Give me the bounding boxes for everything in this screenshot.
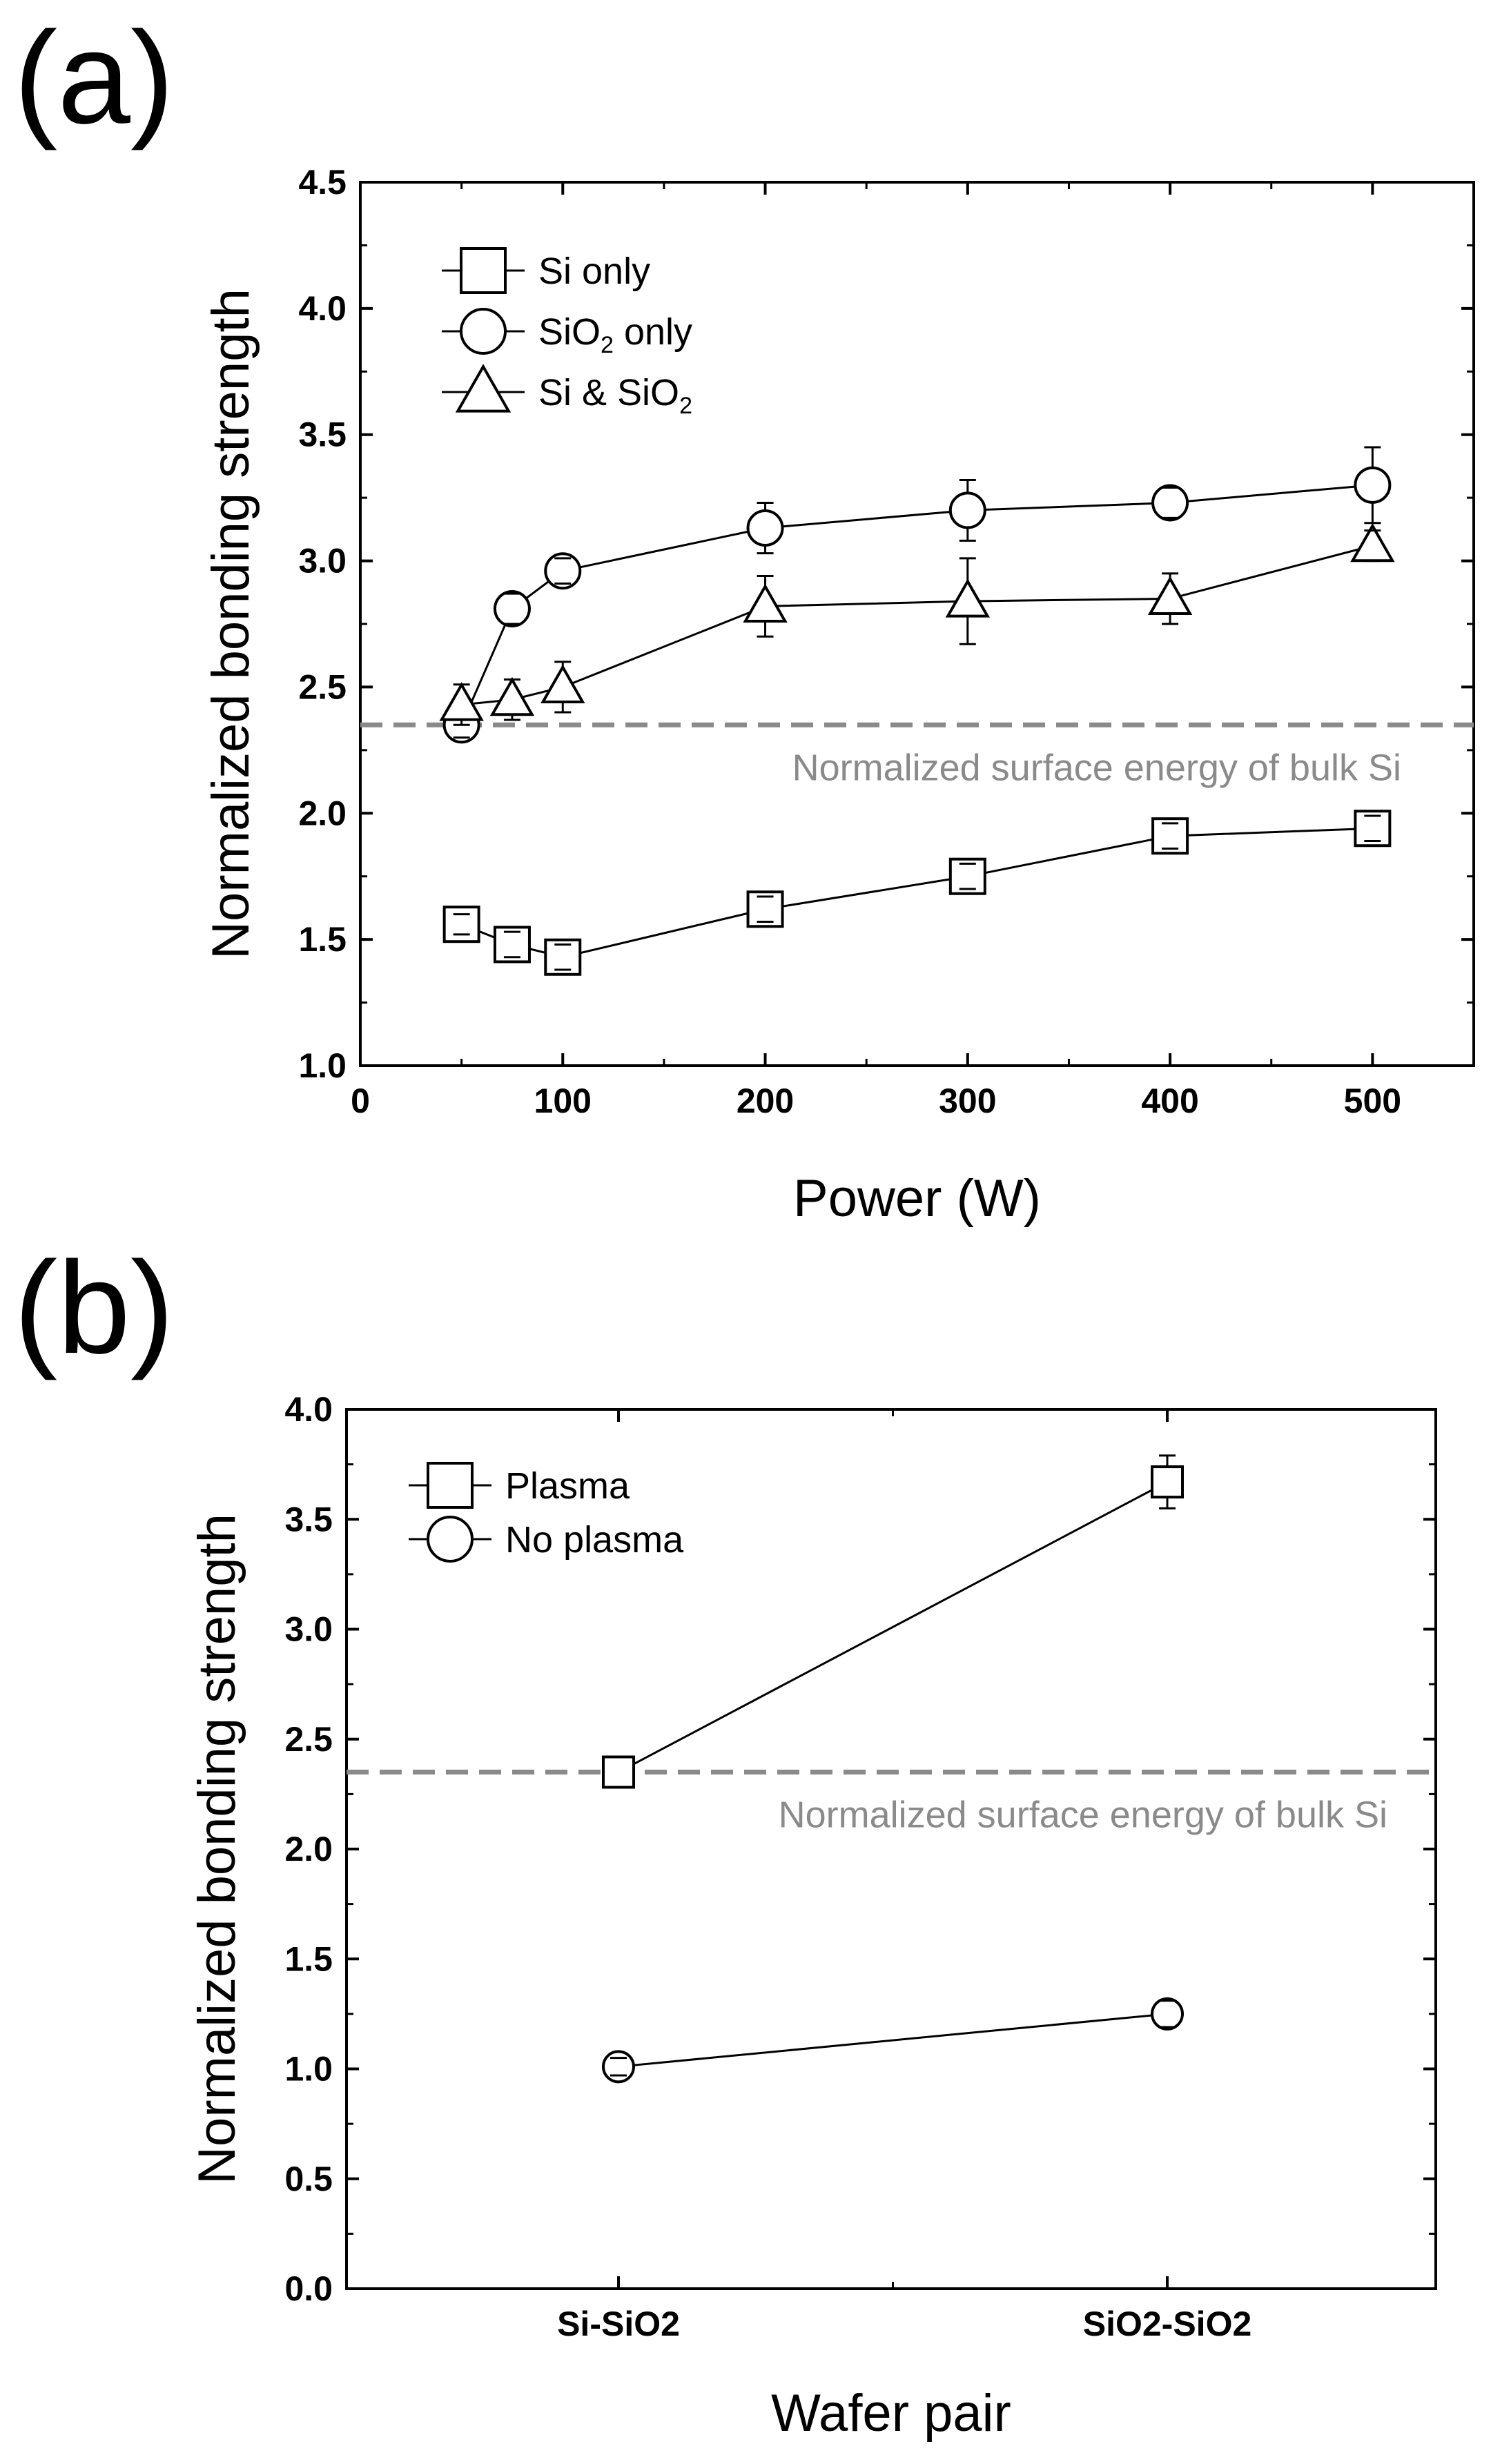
data-point bbox=[544, 552, 582, 590]
series-line bbox=[618, 1480, 1168, 1773]
x-axis-title: Wafer pair bbox=[771, 2384, 1011, 2443]
series-line bbox=[461, 545, 1373, 706]
legend-label-sub: 2 bbox=[601, 332, 614, 358]
panel-b: (b) 0.0 0.5 1.0 1.5 2.0 2.5 3.0 3.5 4.0 Si-SiO2 SiO… bbox=[14, 1235, 1437, 2443]
y-tick-label: 2.0 bbox=[298, 794, 347, 832]
y-axis-title: Normalized bonding strength bbox=[188, 1514, 246, 2184]
data-point bbox=[948, 857, 986, 895]
legend-label-main: Plasma bbox=[505, 1465, 630, 1507]
legend-label-main: Si only bbox=[538, 251, 650, 292]
x-tick-label: 0 bbox=[351, 1082, 370, 1120]
y-tick-label: 2.5 bbox=[284, 1720, 333, 1759]
y-tick-label: 0.5 bbox=[284, 2160, 333, 2198]
panel-label: (b) bbox=[14, 1235, 174, 1381]
x-tick-label: 500 bbox=[1344, 1082, 1401, 1120]
series-line bbox=[461, 827, 1373, 959]
legend-label: Plasma bbox=[505, 1465, 630, 1507]
legend-marker bbox=[455, 364, 511, 413]
legend-item: Plasma bbox=[409, 1462, 630, 1509]
y-tick-label: 4.0 bbox=[284, 1390, 333, 1429]
legend-label: SiO2 only bbox=[538, 311, 692, 358]
data-point bbox=[1354, 466, 1392, 504]
y-tick-label: 3.0 bbox=[284, 1610, 333, 1649]
data-point bbox=[1151, 1997, 1184, 2031]
legend-label-main: SiO bbox=[538, 311, 601, 353]
x-tick-label: SiO2-SiO2 bbox=[1083, 2305, 1252, 2343]
y-tick-label: 0.0 bbox=[284, 2269, 333, 2308]
data-point bbox=[1354, 810, 1392, 848]
x-tick-label: Si-SiO2 bbox=[557, 2305, 680, 2343]
data-point bbox=[540, 664, 585, 703]
legend-item: Si & SiO2 bbox=[442, 364, 692, 419]
data-point bbox=[602, 2050, 635, 2084]
data-point bbox=[439, 682, 484, 721]
x-tick-label: 200 bbox=[737, 1082, 794, 1120]
y-tick-label: 3.5 bbox=[298, 415, 347, 454]
data-point bbox=[544, 938, 582, 976]
data-point bbox=[746, 890, 784, 928]
reference-line-label: Normalized surface energy of bulk Si bbox=[792, 747, 1401, 788]
series-triangle bbox=[439, 522, 1395, 726]
legend-item: No plasma bbox=[409, 1516, 684, 1563]
data-point bbox=[743, 583, 788, 623]
series-circle bbox=[602, 1997, 1184, 2084]
series-square bbox=[442, 810, 1392, 976]
data-point bbox=[1151, 1465, 1184, 1499]
data-point bbox=[948, 491, 986, 529]
y-tick-label: 3.0 bbox=[298, 542, 347, 580]
legend-label: Si only bbox=[538, 251, 650, 292]
series-line bbox=[618, 2013, 1168, 2068]
series-square bbox=[602, 1454, 1184, 1789]
x-axis-title: Power (W) bbox=[793, 1169, 1041, 1228]
y-tick-label: 1.0 bbox=[284, 2050, 333, 2089]
panel-label: (a) bbox=[14, 5, 174, 151]
legend-label-main: No plasma bbox=[505, 1519, 684, 1561]
data-point bbox=[493, 926, 531, 964]
legend-label-sub: 2 bbox=[679, 393, 692, 419]
series-line bbox=[460, 484, 1373, 725]
data-point bbox=[442, 906, 480, 943]
x-tick-label: 100 bbox=[534, 1082, 592, 1120]
y-tick-label: 4.0 bbox=[298, 289, 347, 328]
y-tick-label: 1.5 bbox=[284, 1939, 333, 1978]
data-point bbox=[1147, 576, 1193, 615]
legend-label: Si & SiO2 bbox=[538, 372, 692, 419]
y-tick-label: 2.5 bbox=[298, 667, 347, 706]
y-tick-label: 1.5 bbox=[298, 920, 347, 959]
y-tick-label: 1.0 bbox=[298, 1046, 347, 1085]
panel-a: (a) 1.0 1.5 2.0 2.5 3.0 3.5 4.0 4.5 0 100 200 300 400… bbox=[14, 5, 1475, 1228]
x-tick-label: 300 bbox=[939, 1082, 996, 1120]
legend-item: Si only bbox=[442, 247, 650, 294]
data-point bbox=[493, 590, 531, 628]
y-tick-label: 4.5 bbox=[298, 163, 347, 202]
legend-marker bbox=[460, 247, 507, 294]
legend-label: No plasma bbox=[505, 1519, 684, 1561]
legend-marker bbox=[427, 1462, 474, 1509]
data-point bbox=[746, 509, 784, 547]
data-point bbox=[1151, 817, 1189, 855]
reference-line-label: Normalized surface energy of bulk Si bbox=[779, 1795, 1387, 1836]
legend-item: SiO2 only bbox=[442, 308, 692, 358]
y-tick-label: 3.5 bbox=[284, 1500, 333, 1538]
data-point bbox=[945, 578, 991, 618]
legend-label-main: Si & SiO bbox=[538, 372, 679, 413]
y-tick-label: 2.0 bbox=[284, 1830, 333, 1868]
series-circle bbox=[442, 446, 1392, 744]
x-tick-label: 400 bbox=[1141, 1082, 1198, 1120]
y-axis-title: Normalized bonding strength bbox=[202, 289, 260, 959]
data-point bbox=[489, 676, 535, 716]
legend-marker bbox=[460, 308, 507, 355]
legend-marker bbox=[427, 1516, 474, 1563]
data-point bbox=[602, 1755, 635, 1789]
data-point bbox=[1151, 484, 1189, 522]
legend-label-tail: only bbox=[614, 311, 692, 353]
